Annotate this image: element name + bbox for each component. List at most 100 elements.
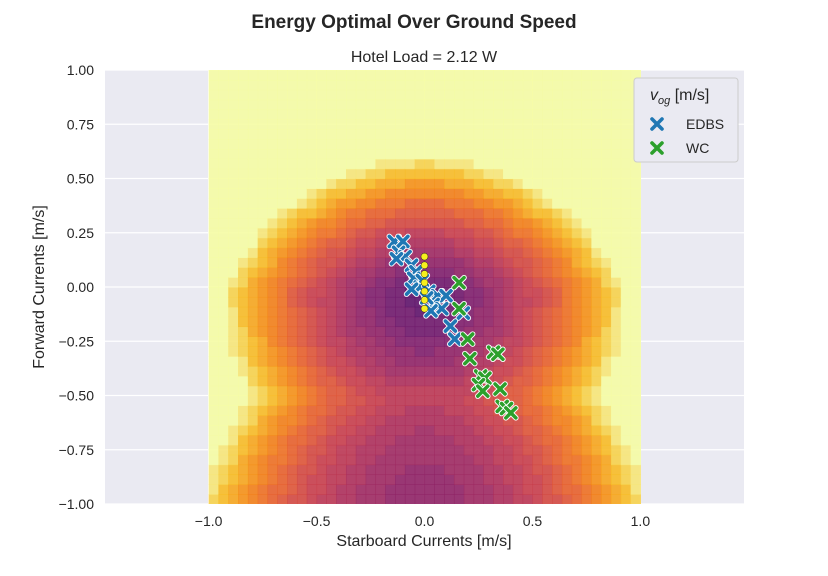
contour-cell	[277, 139, 288, 150]
contour-cell	[620, 188, 632, 199]
contour-cell	[444, 109, 455, 120]
contour-cell	[345, 316, 357, 328]
contour-cell	[620, 70, 632, 81]
contour-cell	[610, 356, 622, 367]
contour-cell	[571, 464, 583, 476]
contour-cell	[375, 70, 386, 81]
contour-cell	[365, 99, 377, 111]
contour-cell	[228, 227, 239, 239]
contour-cell	[375, 434, 386, 446]
contour-cell	[473, 494, 484, 504]
contour-cell	[532, 148, 543, 160]
contour-cell	[512, 326, 524, 337]
contour-cell	[630, 198, 641, 209]
contour-cell	[375, 247, 386, 259]
marker-wc	[492, 381, 508, 397]
contour-cell	[444, 158, 455, 170]
contour-cell	[267, 484, 278, 495]
contour-cell	[512, 464, 524, 476]
contour-cell	[581, 178, 592, 189]
contour-cell	[571, 99, 583, 111]
contour-cell	[610, 296, 622, 308]
contour-cell	[424, 375, 435, 387]
contour-cell	[404, 356, 416, 367]
contour-cell	[247, 326, 259, 337]
contour-cell	[581, 188, 592, 199]
contour-cell	[336, 454, 347, 466]
contour-cell	[395, 267, 406, 278]
contour-cell	[375, 464, 386, 476]
contour-cell	[208, 296, 220, 308]
contour-cell	[414, 217, 426, 229]
contour-cell	[581, 326, 592, 337]
contour-cell	[620, 158, 632, 170]
contour-cell	[365, 178, 377, 189]
contour-cell	[228, 346, 239, 357]
contour-cell	[296, 365, 308, 377]
contour-cell	[345, 217, 357, 229]
contour-cell	[581, 148, 592, 160]
contour-cell	[424, 494, 435, 504]
contour-cell	[503, 494, 514, 504]
contour-cell	[267, 494, 278, 504]
contour-cell	[257, 326, 269, 337]
contour-cell	[630, 158, 641, 170]
contour-cell	[395, 129, 406, 140]
contour-cell	[404, 237, 416, 249]
contour-cell	[277, 484, 288, 495]
contour-cell	[444, 267, 455, 278]
contour-cell	[503, 208, 514, 219]
contour-cell	[463, 287, 475, 298]
contour-cell	[218, 395, 229, 406]
contour-cell	[287, 306, 298, 318]
contour-cell	[287, 454, 298, 466]
contour-cell	[257, 129, 269, 140]
contour-cell	[444, 494, 455, 504]
contour-cell	[365, 287, 377, 298]
contour-cell	[287, 287, 298, 298]
marker-stroke	[452, 275, 466, 290]
contour-cell	[345, 129, 357, 140]
contour-cell	[336, 79, 347, 91]
contour-cell	[630, 385, 641, 397]
contour-cell	[345, 139, 357, 150]
contour-cell	[336, 434, 347, 446]
contour-cell	[552, 454, 563, 466]
contour-cell	[591, 474, 602, 485]
contour-cell	[247, 444, 259, 456]
contour-cell	[630, 444, 641, 456]
contour-cell	[395, 70, 406, 81]
contour-cell	[601, 395, 612, 406]
contour-cell	[473, 227, 484, 239]
contour-cell	[365, 119, 377, 130]
contour-cell	[493, 198, 504, 209]
contour-cell	[561, 346, 573, 357]
contour-cell	[424, 326, 435, 337]
contour-cell	[208, 316, 220, 328]
contour-cell	[444, 139, 455, 150]
contour-cell	[571, 198, 583, 209]
contour-cell	[375, 326, 386, 337]
contour-cell	[571, 316, 583, 328]
contour-cell	[581, 356, 592, 367]
contour-cell	[561, 395, 573, 406]
contour-cell	[610, 484, 622, 495]
contour-cell	[561, 158, 573, 170]
contour-cell	[355, 237, 367, 249]
contour-cell	[453, 385, 465, 397]
contour-cell	[296, 148, 308, 160]
contour-cell	[601, 405, 612, 416]
contour-cell	[208, 109, 220, 120]
contour-cell	[326, 346, 337, 357]
contour-cell	[522, 89, 534, 101]
contour-cell	[532, 178, 543, 189]
contour-cell	[591, 287, 602, 298]
contour-cell	[444, 405, 455, 416]
contour-cell	[552, 484, 563, 495]
contour-cell	[238, 405, 249, 416]
contour-cell	[365, 188, 377, 199]
contour-cell	[257, 109, 269, 120]
contour-cell	[444, 484, 455, 495]
contour-cell	[345, 395, 357, 406]
contour-cell	[493, 79, 504, 91]
